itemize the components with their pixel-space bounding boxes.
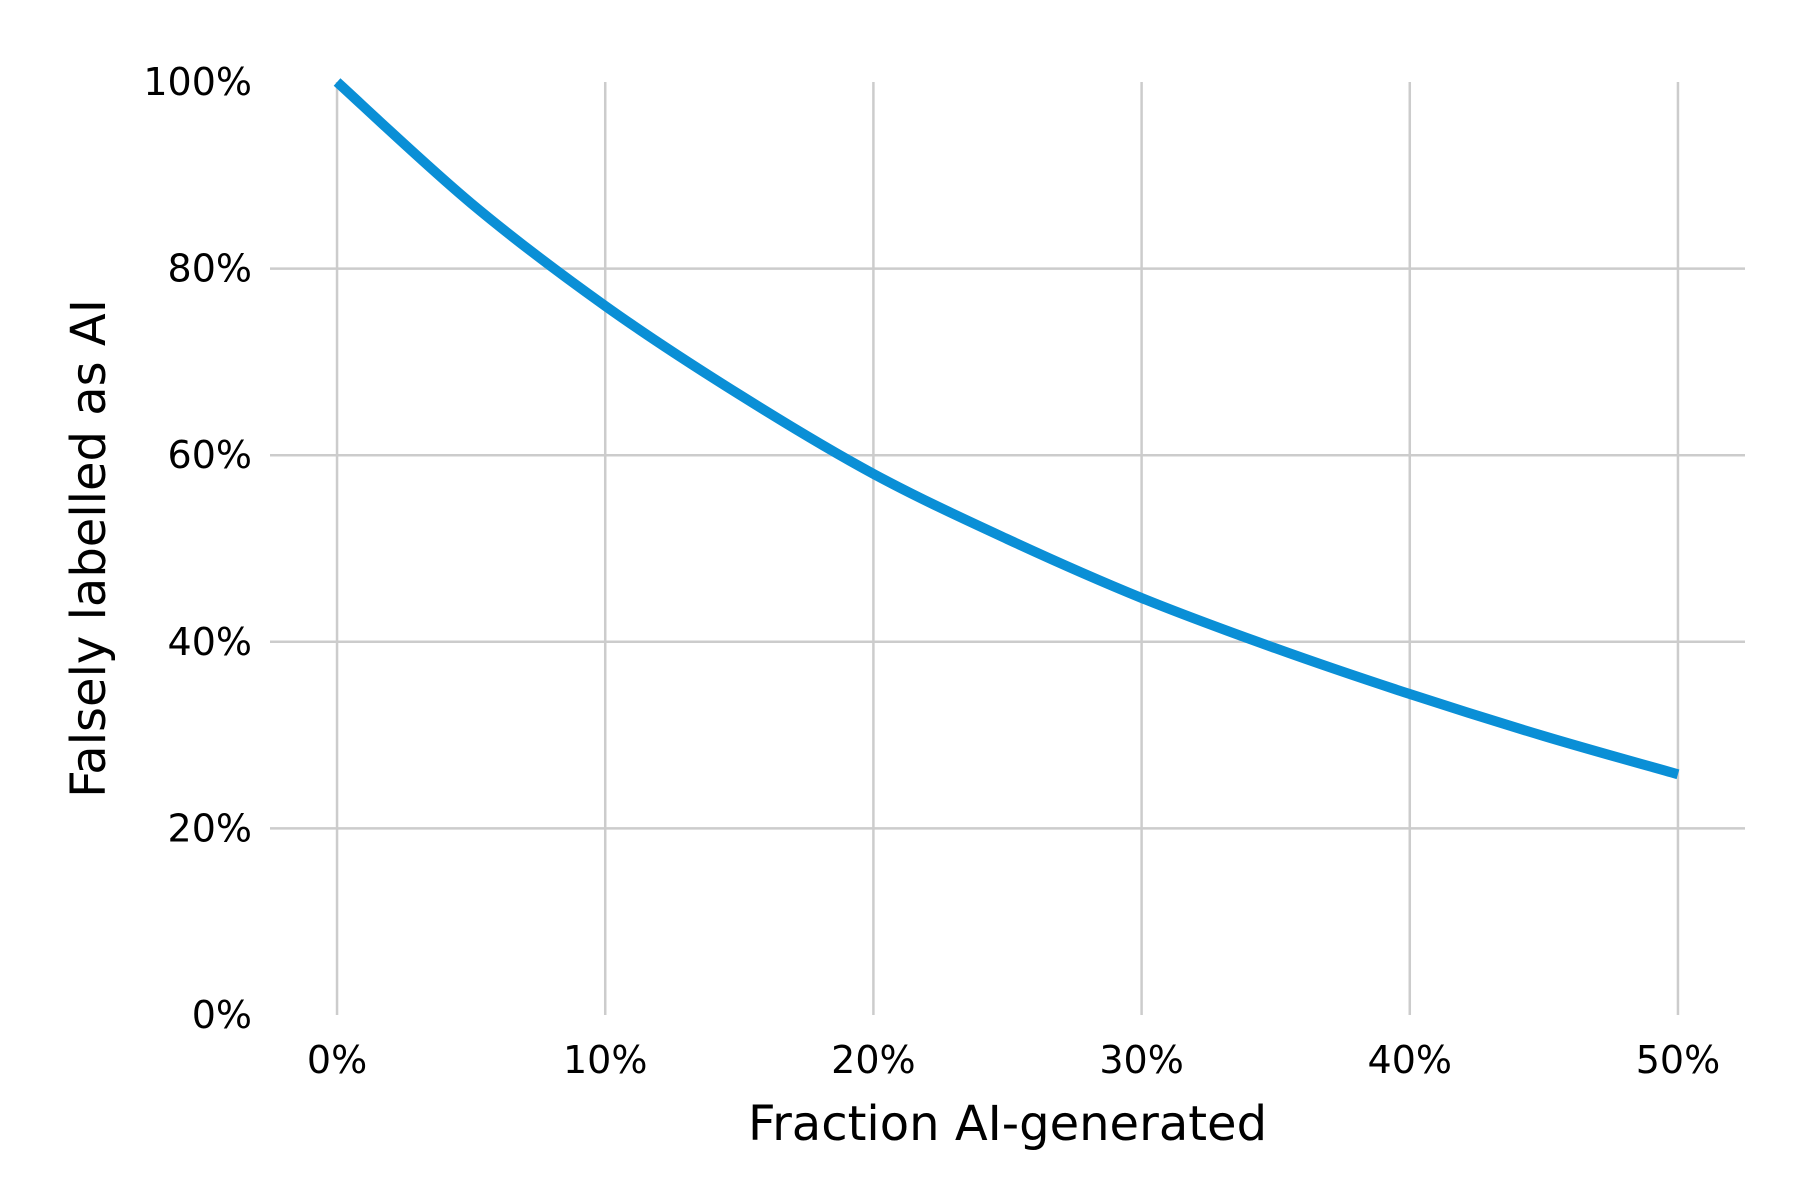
x-tick-label-4: 40% — [1368, 1038, 1452, 1082]
x-tick-label-2: 20% — [831, 1038, 915, 1082]
y-axis-label: Falsely labelled as AI — [61, 299, 117, 798]
y-tick-label-5: 100% — [143, 60, 252, 104]
x-tick-label-5: 50% — [1636, 1038, 1720, 1082]
x-tick-labels: 0% 10% 20% 30% 40% 50% — [307, 1038, 1720, 1082]
y-tick-label-0: 0% — [192, 993, 252, 1037]
x-axis-label: Fraction AI-generated — [748, 1096, 1267, 1152]
series-layer — [333, 78, 1680, 780]
x-gridlines — [335, 82, 1680, 1015]
x-tick-label-3: 30% — [1099, 1038, 1183, 1082]
y-tick-label-3: 60% — [168, 433, 252, 477]
x-tick-label-0: 0% — [307, 1038, 367, 1082]
y-tick-label-2: 40% — [168, 620, 252, 664]
y-tick-label-1: 20% — [168, 806, 252, 850]
x-tick-label-1: 10% — [563, 1038, 647, 1082]
y-tick-label-4: 80% — [168, 247, 252, 291]
y-tick-labels: 0% 20% 40% 60% 80% 100% — [143, 60, 252, 1037]
y-gridlines — [270, 267, 1745, 830]
series-line-0 — [333, 78, 1680, 780]
